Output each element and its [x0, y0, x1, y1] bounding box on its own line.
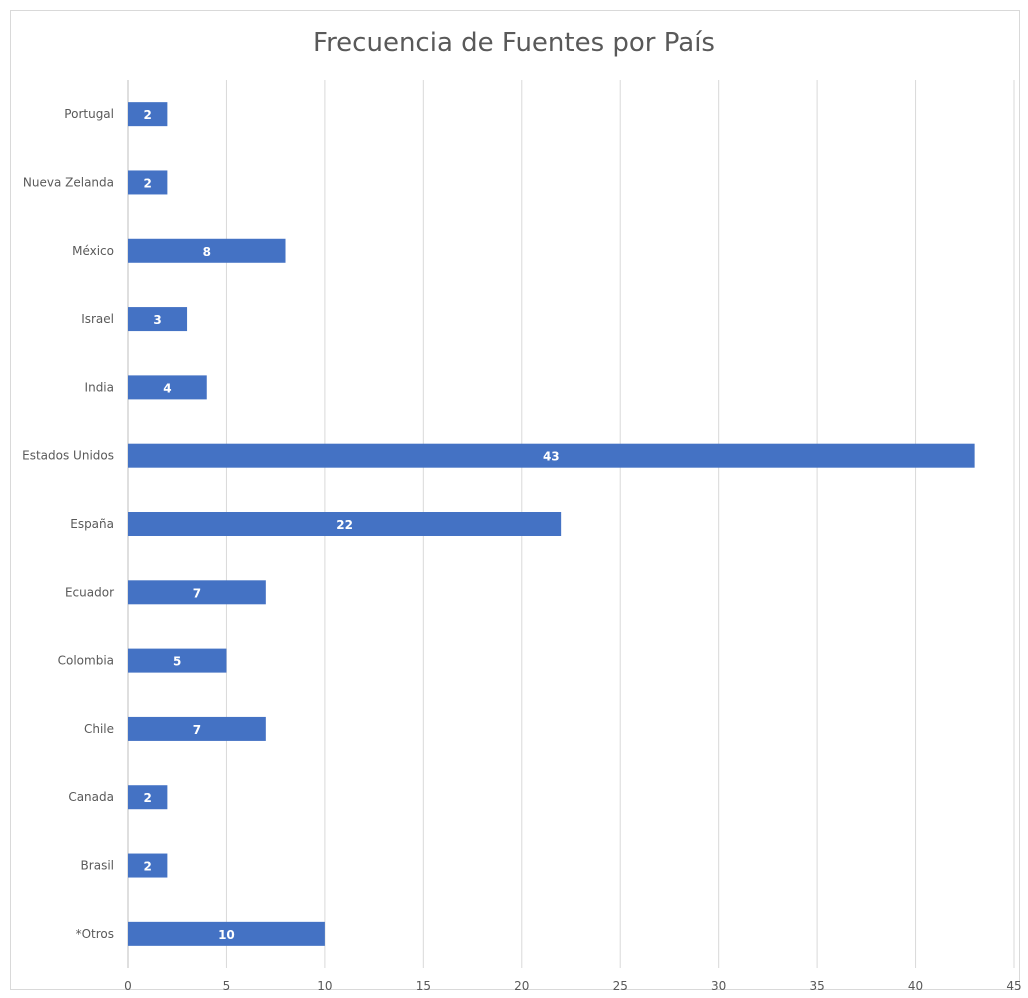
x-tick-label: 15: [416, 979, 431, 993]
bar: [128, 785, 168, 810]
bar: [128, 853, 168, 878]
bar: [128, 648, 227, 673]
category-label: Brasil: [81, 859, 114, 873]
category-label: Portugal: [64, 107, 114, 121]
category-label: México: [72, 244, 114, 258]
bar: [128, 375, 207, 400]
category-label: Colombia: [58, 654, 114, 668]
bar: [128, 443, 975, 468]
x-tick-label: 35: [809, 979, 824, 993]
category-label: India: [85, 380, 114, 394]
category-label: Nueva Zelanda: [23, 175, 114, 189]
x-tick-label: 5: [223, 979, 231, 993]
x-tick-label: 0: [124, 979, 132, 993]
bar-data-label: 8: [203, 245, 211, 259]
category-label: *Otros: [76, 927, 114, 941]
bar-data-label: 4: [163, 381, 171, 395]
bar: [128, 307, 188, 332]
bar-data-label: 10: [218, 928, 235, 942]
x-tick-label: 30: [711, 979, 726, 993]
bar: [128, 102, 168, 127]
bar: [128, 716, 266, 741]
bar-data-label: 2: [144, 860, 152, 874]
category-label: Canada: [68, 790, 114, 804]
category-label: Chile: [84, 722, 114, 736]
chart-frame: [10, 10, 1020, 990]
category-label: Estados Unidos: [22, 449, 114, 463]
bar-data-label: 2: [144, 176, 152, 190]
chart-title: Frecuencia de Fuentes por País: [313, 28, 715, 58]
bar: [128, 238, 286, 263]
category-label: Ecuador: [65, 585, 114, 599]
bar: [128, 921, 325, 946]
bar-data-label: 7: [193, 723, 201, 737]
x-tick-label: 20: [514, 979, 529, 993]
x-tick-label: 10: [317, 979, 332, 993]
bar-data-label: 5: [173, 655, 181, 669]
bar-data-label: 22: [336, 518, 353, 532]
category-label: España: [70, 517, 114, 531]
bar: [128, 512, 562, 536]
bar-data-label: 3: [153, 313, 161, 327]
bar-data-label: 43: [543, 450, 560, 464]
category-label: Israel: [81, 312, 114, 326]
bar-data-label: 7: [193, 586, 201, 600]
bar: [128, 170, 168, 195]
x-tick-label: 45: [1006, 979, 1021, 993]
bar-data-label: 2: [144, 108, 152, 122]
x-tick-label: 40: [908, 979, 923, 993]
bar: [128, 580, 266, 605]
x-tick-label: 25: [613, 979, 628, 993]
bar-data-label: 2: [144, 791, 152, 805]
